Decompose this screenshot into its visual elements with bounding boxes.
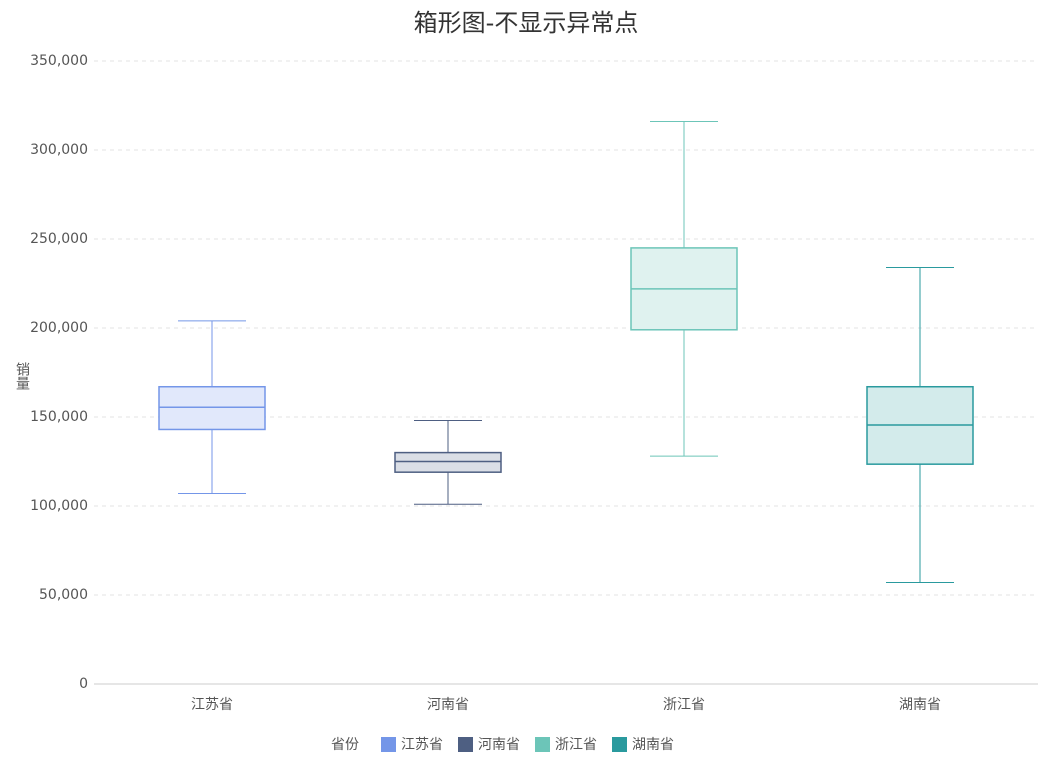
y-tick-label: 200,000	[30, 320, 88, 336]
y-tick-label: 150,000	[30, 409, 88, 425]
y-tick-label: 50,000	[39, 587, 88, 603]
x-tick-label: 湖南省	[899, 697, 941, 713]
legend-label: 河南省	[478, 737, 520, 753]
chart-title: 箱形图-不显示异常点	[414, 9, 639, 37]
y-tick-label: 100,000	[30, 498, 88, 514]
y-tick-label: 300,000	[30, 142, 88, 158]
x-tick-label: 河南省	[427, 697, 469, 713]
y-tick-label: 0	[79, 676, 88, 692]
box	[158, 385, 266, 431]
y-axis-title: 销量	[14, 362, 30, 390]
legend-title: 省份	[331, 737, 359, 753]
legend-swatch	[458, 737, 473, 752]
legend-swatch	[612, 737, 627, 752]
legend-label: 江苏省	[401, 737, 443, 753]
x-tick-label: 江苏省	[191, 697, 233, 713]
legend-swatch	[381, 737, 396, 752]
y-tick-label: 250,000	[30, 231, 88, 247]
y-tick-label: 350,000	[30, 53, 88, 69]
x-tick-label: 浙江省	[663, 697, 705, 713]
legend-swatch	[535, 737, 550, 752]
box	[394, 451, 502, 473]
legend-label: 浙江省	[555, 737, 597, 753]
legend-label: 湖南省	[632, 737, 674, 753]
